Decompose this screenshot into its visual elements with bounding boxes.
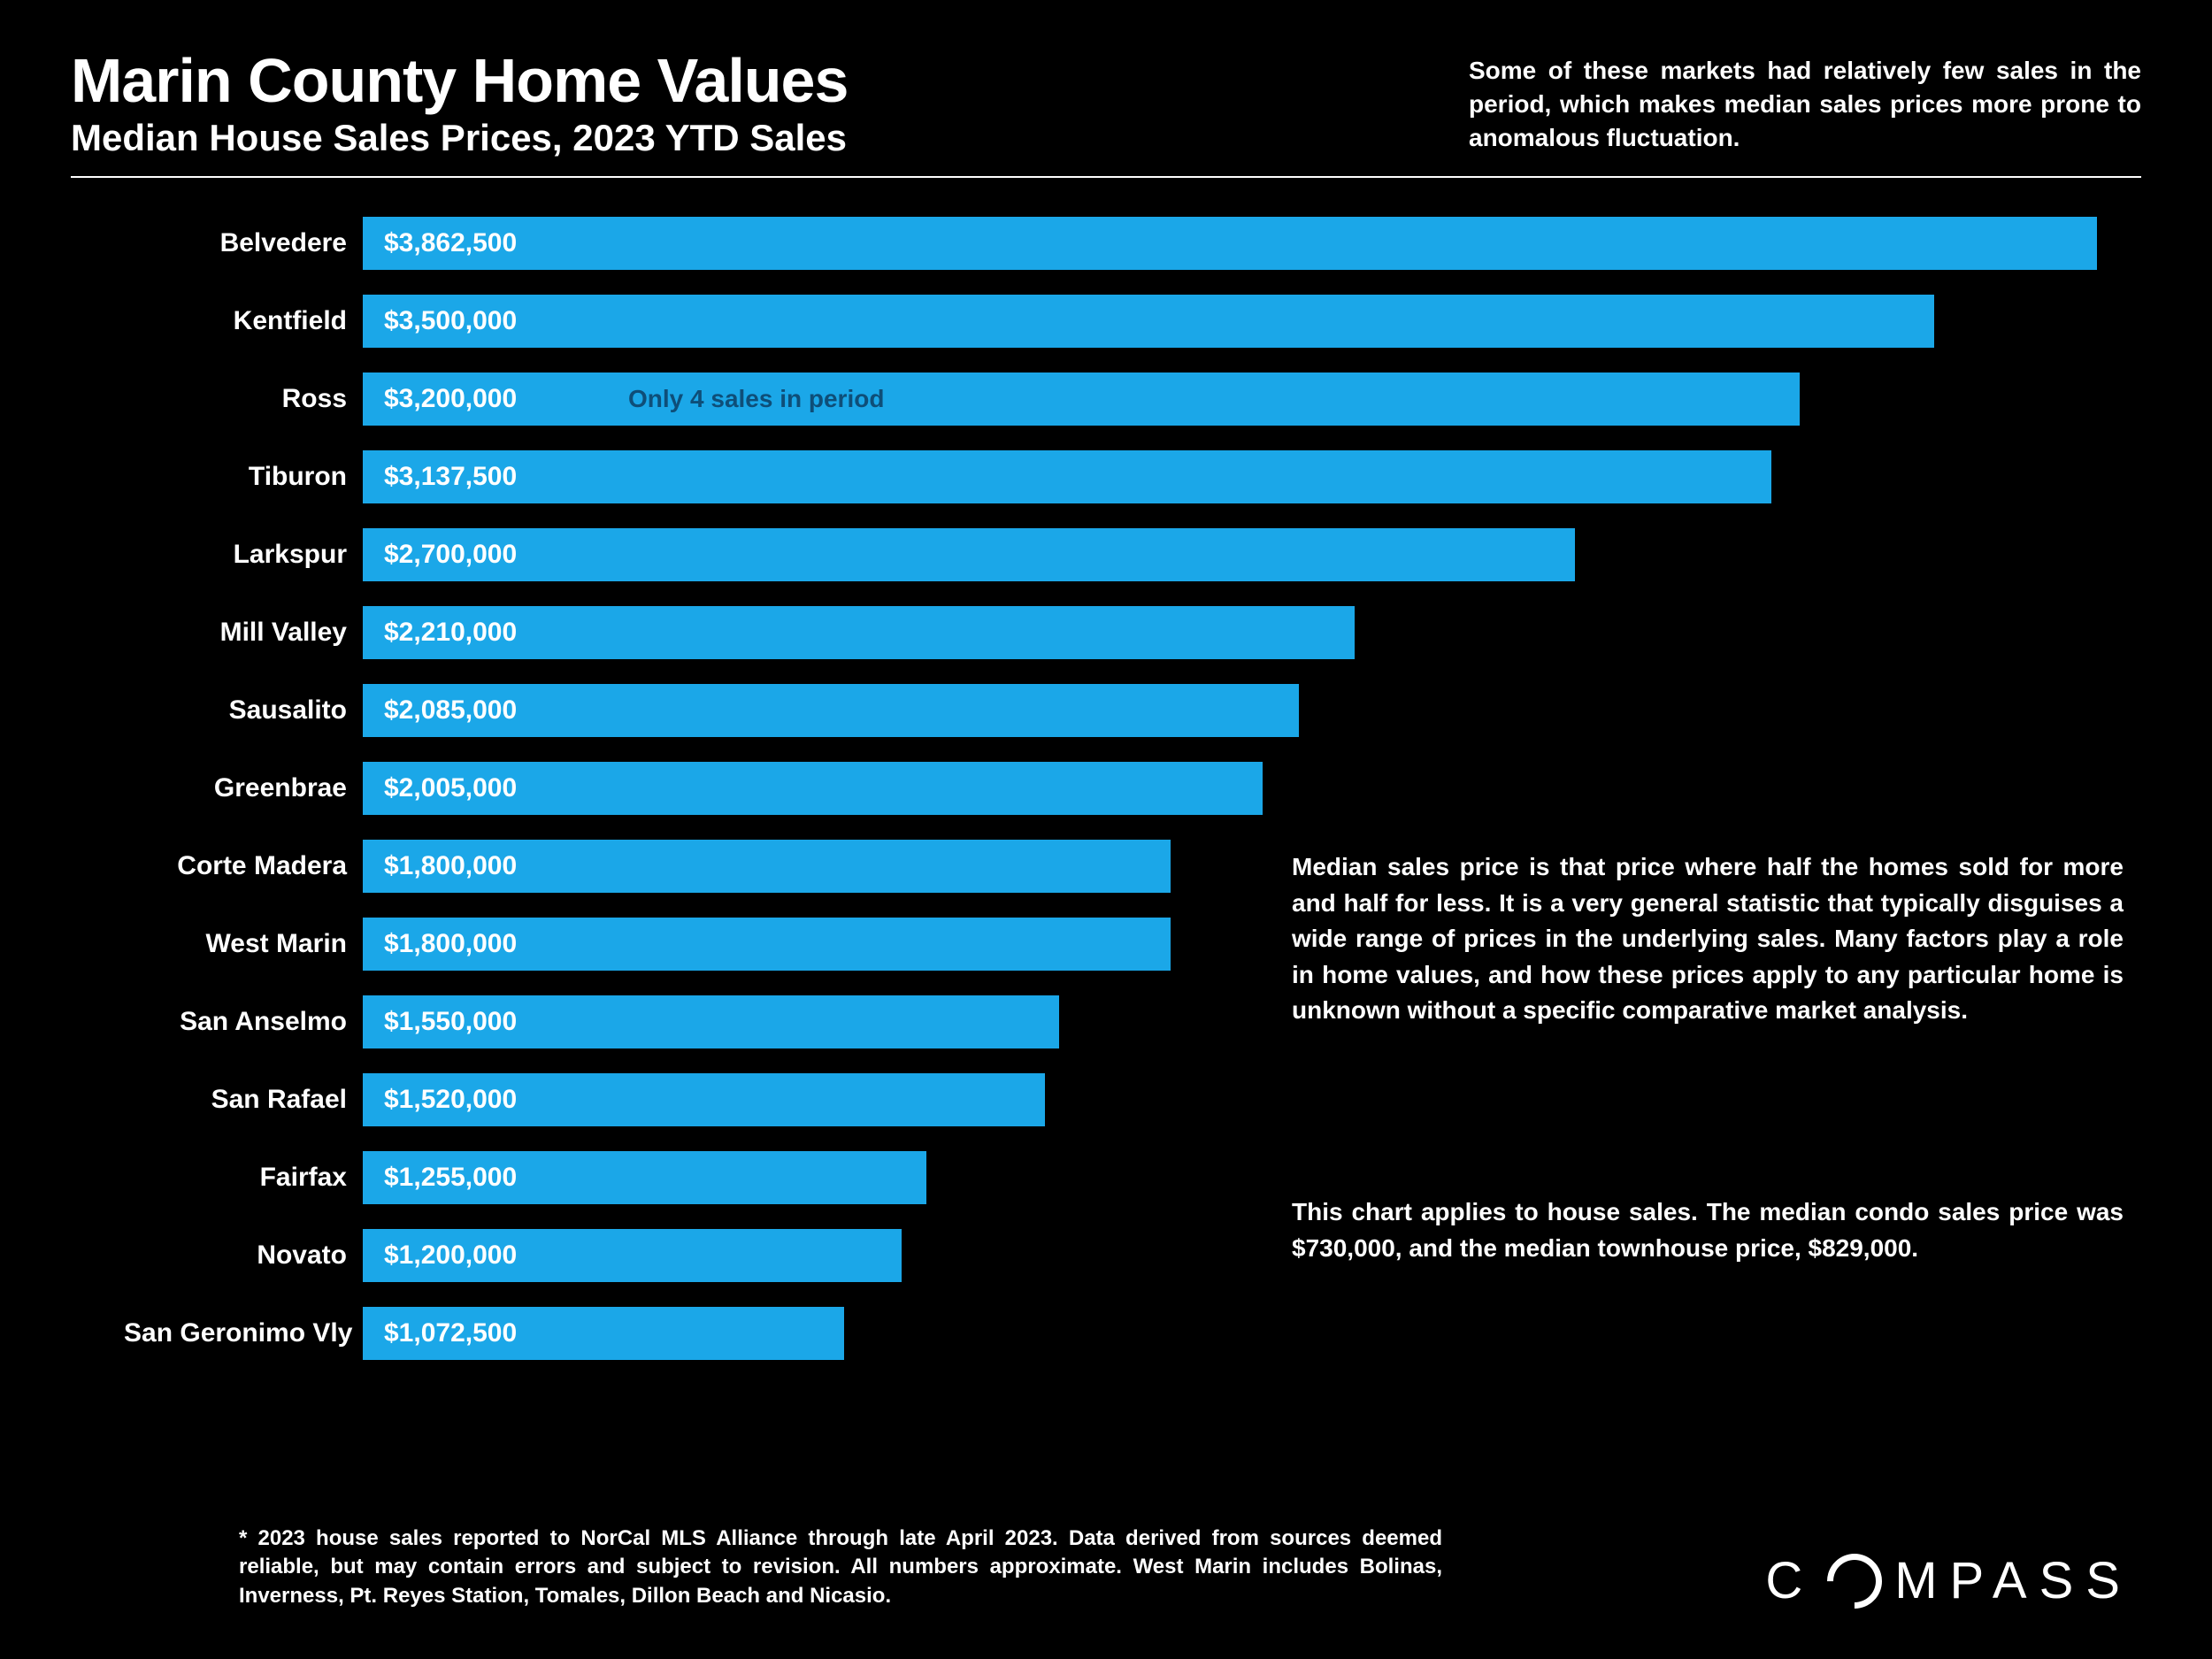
value-label: $3,862,500 (384, 228, 517, 258)
bar-track: $3,862,500 (363, 217, 2141, 270)
chart-row: San Geronimo Vly $1,072,500 (124, 1294, 2141, 1372)
value-label: $1,550,000 (384, 1007, 517, 1037)
bar-track: $3,137,500 (363, 450, 2141, 503)
value-label: $2,005,000 (384, 773, 517, 803)
bar: $2,700,000 (363, 528, 1575, 581)
category-label: San Rafael (124, 1085, 363, 1115)
bar-annotation: Only 4 sales in period (628, 385, 884, 413)
category-label: West Marin (124, 929, 363, 959)
category-label: Fairfax (124, 1163, 363, 1193)
value-label: $1,072,500 (384, 1318, 517, 1348)
category-label: Mill Valley (124, 618, 363, 648)
category-label: Belvedere (124, 228, 363, 258)
chart-row: Belvedere $3,862,500 (124, 204, 2141, 282)
value-label: $2,085,000 (384, 695, 517, 726)
bar: $2,210,000 (363, 606, 1355, 659)
bar-track: $2,210,000 (363, 606, 2141, 659)
chart-row: Ross $3,200,000 Only 4 sales in period (124, 360, 2141, 438)
value-label: $3,200,000 (384, 384, 517, 414)
compass-logo: C MPASS (1765, 1551, 2132, 1610)
category-label: Greenbrae (124, 773, 363, 803)
category-label: Larkspur (124, 540, 363, 570)
body-note-median-explainer: Median sales price is that price where h… (1292, 849, 2124, 1029)
value-label: $1,520,000 (384, 1085, 517, 1115)
category-label: Novato (124, 1240, 363, 1271)
bar: $3,200,000 Only 4 sales in period (363, 373, 1800, 426)
value-label: $1,200,000 (384, 1240, 517, 1271)
page-subtitle: Median House Sales Prices, 2023 YTD Sale… (71, 118, 848, 158)
value-label: $1,800,000 (384, 929, 517, 959)
category-label: San Geronimo Vly (124, 1318, 363, 1348)
value-label: $1,800,000 (384, 851, 517, 881)
category-label: San Anselmo (124, 1007, 363, 1037)
chart-row: Kentfield $3,500,000 (124, 282, 2141, 360)
page-title: Marin County Home Values (71, 49, 848, 114)
category-label: Tiburon (124, 462, 363, 492)
value-label: $3,500,000 (384, 306, 517, 336)
title-block: Marin County Home Values Median House Sa… (71, 49, 848, 158)
value-label: $3,137,500 (384, 462, 517, 492)
category-label: Kentfield (124, 306, 363, 336)
value-label: $2,210,000 (384, 618, 517, 648)
bar: $2,085,000 (363, 684, 1299, 737)
value-label: $2,700,000 (384, 540, 517, 570)
bar-track: $2,085,000 (363, 684, 2141, 737)
bar: $3,137,500 (363, 450, 1771, 503)
compass-ring-icon (1816, 1542, 1893, 1620)
bar: $3,500,000 (363, 295, 1934, 348)
bar: $3,862,500 (363, 217, 2097, 270)
footnote: * 2023 house sales reported to NorCal ML… (239, 1525, 1442, 1610)
header: Marin County Home Values Median House Sa… (71, 49, 2141, 178)
bar-track: $1,520,000 (363, 1073, 2141, 1126)
bar: $1,550,000 (363, 995, 1059, 1048)
bar-track: $3,500,000 (363, 295, 2141, 348)
bar-track: $3,200,000 Only 4 sales in period (363, 373, 2141, 426)
bar: $1,255,000 (363, 1151, 926, 1204)
bar: $2,005,000 (363, 762, 1263, 815)
chart-row: Mill Valley $2,210,000 (124, 594, 2141, 672)
category-label: Sausalito (124, 695, 363, 726)
bar: $1,800,000 (363, 918, 1171, 971)
logo-text-left: C (1765, 1551, 1815, 1610)
chart-row: Greenbrae $2,005,000 (124, 749, 2141, 827)
bar-track: $2,005,000 (363, 762, 2141, 815)
header-note: Some of these markets had relatively few… (1469, 49, 2141, 154)
bar: $1,072,500 (363, 1307, 844, 1360)
bar-track: $2,700,000 (363, 528, 2141, 581)
chart-row: Sausalito $2,085,000 (124, 672, 2141, 749)
category-label: Corte Madera (124, 851, 363, 881)
bar: $1,800,000 (363, 840, 1171, 893)
bar-track: $1,072,500 (363, 1307, 2141, 1360)
value-label: $1,255,000 (384, 1163, 517, 1193)
bar: $1,200,000 (363, 1229, 902, 1282)
category-label: Ross (124, 384, 363, 414)
body-note-condo: This chart applies to house sales. The m… (1292, 1194, 2124, 1266)
chart-row: Larkspur $2,700,000 (124, 516, 2141, 594)
chart-row: San Rafael $1,520,000 (124, 1061, 2141, 1139)
chart-row: Tiburon $3,137,500 (124, 438, 2141, 516)
bar: $1,520,000 (363, 1073, 1045, 1126)
logo-text-right: MPASS (1894, 1551, 2132, 1610)
